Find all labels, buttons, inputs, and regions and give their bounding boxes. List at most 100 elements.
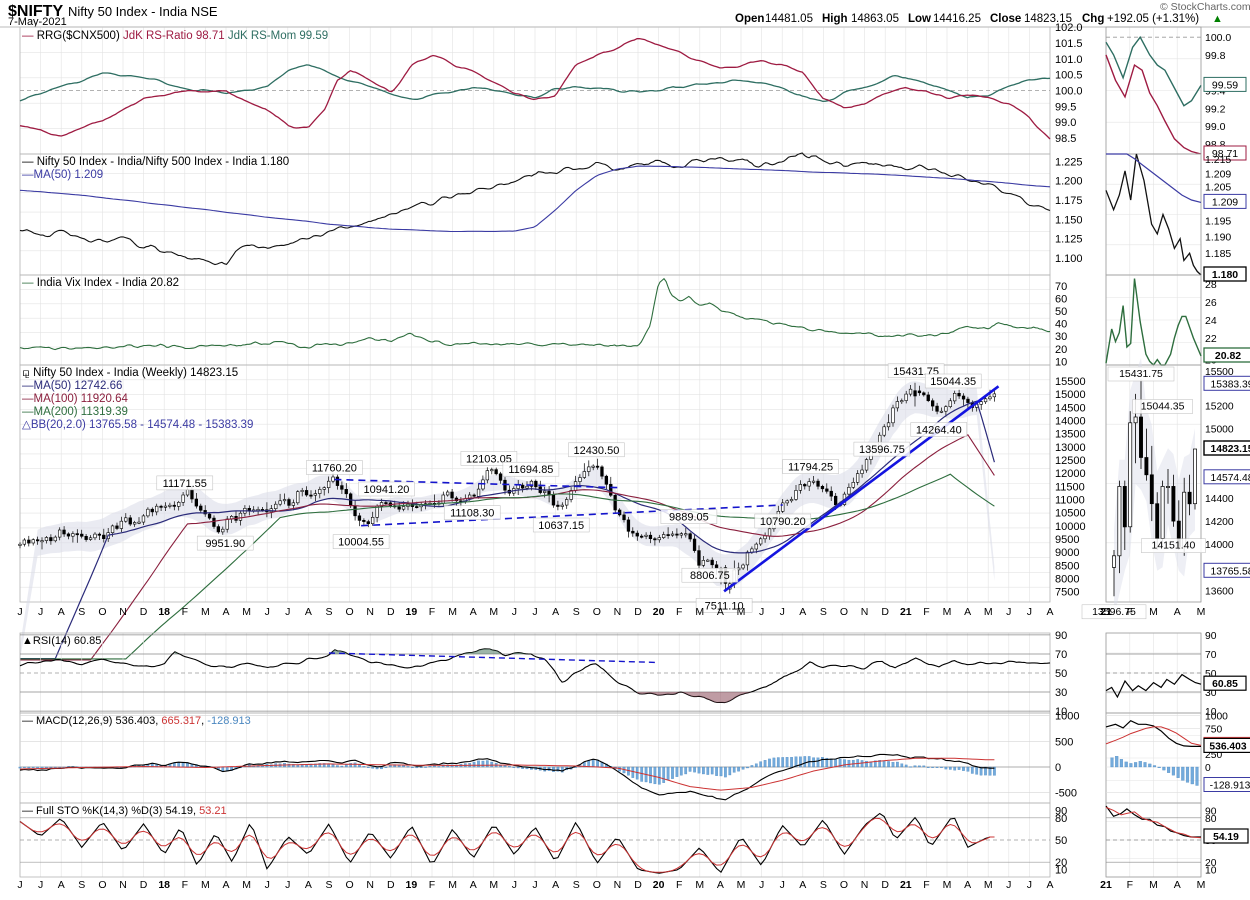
svg-text:99.8: 99.8 <box>1205 50 1226 62</box>
svg-text:-500: -500 <box>1055 788 1077 800</box>
svg-text:22: 22 <box>1205 333 1217 345</box>
svg-text:D: D <box>387 606 395 618</box>
svg-text:F: F <box>429 606 435 618</box>
svg-text:8000: 8000 <box>1055 573 1079 585</box>
svg-text:F: F <box>923 606 929 618</box>
svg-text:A: A <box>717 606 724 618</box>
svg-text:— RRG($CNX500) JdK RS-Ratio 98: — RRG($CNX500) JdK RS-Ratio 98.71 JdK RS… <box>22 30 328 42</box>
svg-text:—MA(50) 1.209: —MA(50) 1.209 <box>22 169 103 181</box>
svg-text:80: 80 <box>1055 813 1067 825</box>
svg-text:70: 70 <box>1055 649 1067 661</box>
svg-text:A: A <box>799 606 806 618</box>
svg-text:▲RSI(14) 60.85: ▲RSI(14) 60.85 <box>22 635 101 647</box>
svg-text:13600: 13600 <box>1205 586 1234 597</box>
svg-text:15200: 15200 <box>1205 402 1234 413</box>
svg-text:N: N <box>861 879 869 891</box>
svg-text:N: N <box>366 606 374 618</box>
svg-text:M: M <box>943 606 952 618</box>
svg-text:26: 26 <box>1205 297 1217 309</box>
svg-text:15500: 15500 <box>1055 376 1086 388</box>
svg-text:40: 40 <box>1055 319 1067 331</box>
svg-text:O: O <box>98 606 106 618</box>
svg-text:1.209: 1.209 <box>1212 196 1238 208</box>
svg-text:S: S <box>820 879 827 891</box>
svg-text:A: A <box>222 606 229 618</box>
svg-text:101.5: 101.5 <box>1055 38 1083 50</box>
svg-text:A: A <box>552 606 559 618</box>
svg-text:M: M <box>489 606 498 618</box>
svg-text:21: 21 <box>900 606 912 618</box>
svg-text:50: 50 <box>1055 668 1067 680</box>
svg-text:J: J <box>17 879 22 891</box>
svg-text:▲: ▲ <box>1212 13 1223 25</box>
svg-text:14500: 14500 <box>1055 402 1086 414</box>
svg-text:10: 10 <box>1055 865 1067 877</box>
svg-text:11000: 11000 <box>1055 495 1085 507</box>
svg-text:12500: 12500 <box>1055 455 1086 467</box>
svg-text:F: F <box>1127 606 1133 618</box>
svg-text:A: A <box>470 606 477 618</box>
svg-text:10: 10 <box>1205 866 1217 877</box>
svg-text:90: 90 <box>1205 631 1217 642</box>
svg-text:A: A <box>305 606 312 618</box>
svg-text:100.0: 100.0 <box>1055 86 1083 98</box>
svg-text:M: M <box>489 879 498 891</box>
svg-text:100.0: 100.0 <box>1205 32 1231 44</box>
svg-text:M: M <box>448 879 457 891</box>
svg-text:15431.75: 15431.75 <box>1119 368 1163 380</box>
svg-text:1.100: 1.100 <box>1055 253 1083 265</box>
svg-text:14416.25: 14416.25 <box>933 13 981 25</box>
svg-text:J: J <box>759 606 764 618</box>
svg-text:J: J <box>512 606 517 618</box>
svg-text:F: F <box>1127 879 1133 891</box>
svg-text:9000: 9000 <box>1055 547 1079 559</box>
svg-text:S: S <box>573 879 580 891</box>
svg-text:D: D <box>634 879 642 891</box>
svg-text:M: M <box>737 879 746 891</box>
svg-text:1.190: 1.190 <box>1205 231 1231 243</box>
svg-text:14574.48: 14574.48 <box>1211 473 1250 484</box>
svg-text:21: 21 <box>1100 606 1112 618</box>
svg-text:10941.20: 10941.20 <box>364 484 410 496</box>
svg-text:S: S <box>820 606 827 618</box>
svg-text:A: A <box>1174 606 1181 618</box>
svg-text:M: M <box>201 879 210 891</box>
svg-text:—MA(50) 12742.66: —MA(50) 12742.66 <box>22 380 122 392</box>
svg-text:13500: 13500 <box>1055 429 1086 441</box>
svg-text:—MA(200) 11319.39: —MA(200) 11319.39 <box>22 406 128 418</box>
svg-text:9951.90: 9951.90 <box>205 538 245 550</box>
svg-text:50: 50 <box>1055 835 1067 847</box>
svg-text:J: J <box>38 606 43 618</box>
svg-text:F: F <box>676 879 682 891</box>
svg-text:Low: Low <box>908 13 931 25</box>
svg-text:15044.35: 15044.35 <box>930 376 976 388</box>
svg-text:J: J <box>780 606 785 618</box>
svg-text:1.125: 1.125 <box>1055 234 1083 246</box>
svg-text:11694.85: 11694.85 <box>508 464 553 476</box>
svg-text:15044.35: 15044.35 <box>1141 401 1185 413</box>
svg-text:10004.55: 10004.55 <box>338 537 384 549</box>
svg-text:90: 90 <box>1055 630 1067 642</box>
svg-text:14200: 14200 <box>1205 517 1234 528</box>
svg-text:1.215: 1.215 <box>1205 154 1231 166</box>
svg-text:20: 20 <box>653 879 665 891</box>
svg-text:19: 19 <box>406 879 418 891</box>
svg-text:20: 20 <box>653 606 665 618</box>
svg-text:D: D <box>634 606 642 618</box>
svg-text:99.2: 99.2 <box>1205 103 1226 115</box>
svg-text:O: O <box>346 879 354 891</box>
svg-text:△BB(20,2.0) 13765.58 - 14574.4: △BB(20,2.0) 13765.58 - 14574.48 - 15383.… <box>22 419 253 431</box>
svg-text:99.59: 99.59 <box>1212 79 1238 91</box>
svg-text:30: 30 <box>1055 331 1067 343</box>
svg-text:1000: 1000 <box>1055 711 1079 723</box>
svg-text:N: N <box>119 879 127 891</box>
svg-text:M: M <box>984 879 993 891</box>
svg-text:A: A <box>1046 879 1053 891</box>
svg-text:9889.05: 9889.05 <box>669 512 709 524</box>
svg-text:8500: 8500 <box>1055 560 1079 572</box>
svg-text:14264.40: 14264.40 <box>916 425 962 437</box>
svg-text:12430.50: 12430.50 <box>573 445 619 457</box>
svg-text:High: High <box>822 13 848 25</box>
svg-text:O: O <box>840 606 848 618</box>
svg-text:30: 30 <box>1055 687 1067 699</box>
